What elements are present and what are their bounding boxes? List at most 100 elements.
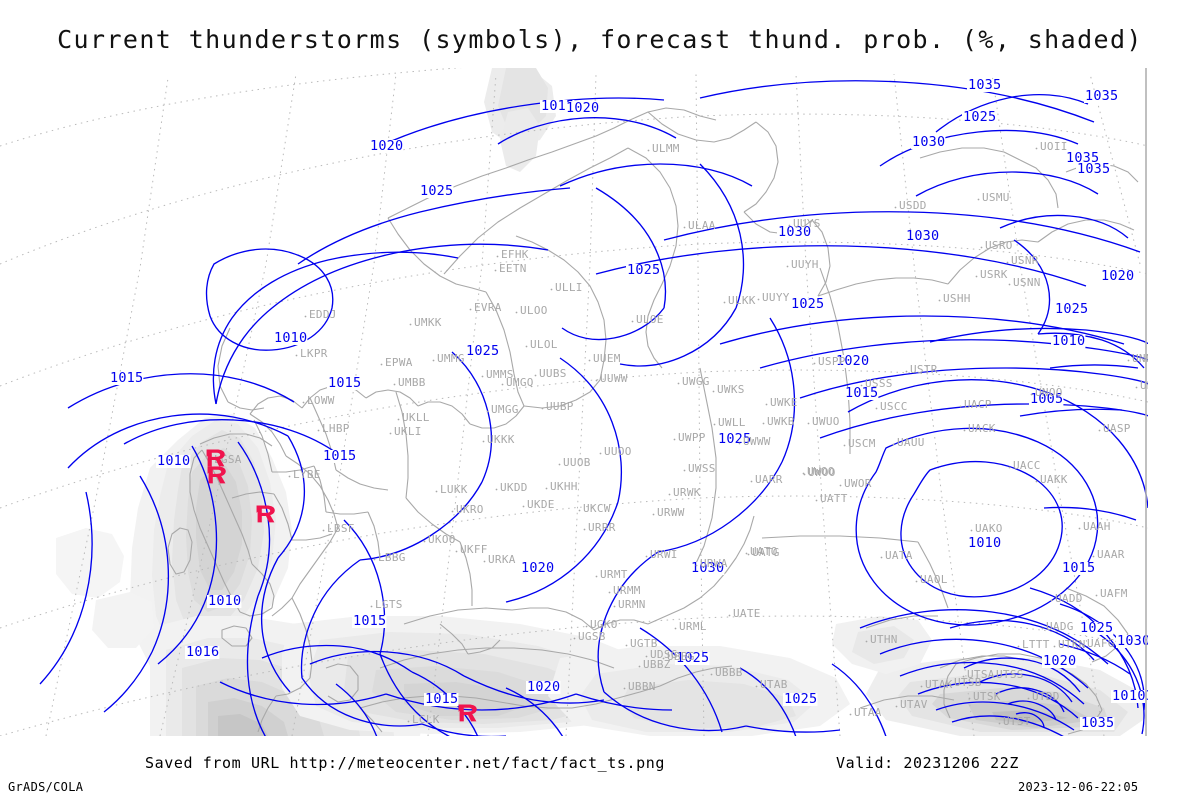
station-id-label: URMT [600, 568, 628, 581]
isobar-label: 1035 [1085, 88, 1118, 104]
isobar-label-bg [565, 102, 600, 115]
station-id-label: UBBB [715, 666, 743, 679]
station-marker-dot [959, 405, 962, 408]
station-id-label: LBBG [378, 551, 406, 564]
map-plot-area[interactable]: 1015 1020 1025 1030 1035 1035 1035 1035 1020 1025… [0, 68, 1200, 740]
station-id-label: UTAB [760, 678, 788, 691]
station-marker-dot [541, 407, 544, 410]
station-marker-dot [397, 418, 400, 421]
weather-map-canvas[interactable]: 1015102010251030103510351035103510201025… [0, 68, 1200, 740]
isobar-label: 1025 [1055, 301, 1088, 317]
station-id-label: UGKO [590, 618, 618, 631]
station-marker-dot [288, 475, 291, 478]
thunderstorm-icon [207, 466, 226, 484]
isobar-label: 1025 [963, 109, 996, 125]
station-marker-dot [1092, 555, 1095, 558]
isobar-label: 1020 [1101, 268, 1134, 284]
station-id-label: URWA [700, 557, 728, 570]
station-id-label: ULAA [688, 219, 716, 232]
isobar-label: 1020 [370, 138, 403, 154]
isobar-label-bg [967, 79, 1002, 92]
station-marker-dot [755, 685, 758, 688]
isobar-label: 1015 [323, 448, 356, 464]
isobar-label-bg [369, 140, 404, 153]
station-id-label: URKA [488, 553, 516, 566]
producer-credit: GrADS/COLA [8, 780, 84, 794]
isobar-label-bg [675, 652, 710, 665]
station-marker-dot [750, 480, 753, 483]
isobar-label-bg [419, 185, 454, 198]
station-marker-dot [843, 444, 846, 447]
station-id-label: UDSG [650, 648, 678, 661]
isobar-label: 1010 [157, 453, 190, 469]
thunderstorm-icon [458, 704, 477, 722]
isobar-label: 1015 [353, 613, 386, 629]
station-id-label: UKFF [460, 543, 488, 556]
station-id-label: UUBP [546, 400, 574, 413]
isobar-label-bg [911, 136, 946, 149]
station-id-label: UAAH [1083, 520, 1111, 533]
station-id-label: USDD [899, 199, 927, 212]
isobar-label-bg [690, 562, 725, 575]
station-id-label: UATG [752, 546, 780, 559]
station-id-label: UGTB [630, 637, 658, 650]
station-id-label: UAKK [1040, 473, 1068, 486]
isobar-label-bg [1116, 635, 1148, 648]
isobar-label: 1025 [420, 183, 453, 199]
station-id-label: EETN [499, 262, 527, 275]
station-marker-dot [481, 375, 484, 378]
station-id-label: UWGG [682, 375, 710, 388]
station-id-label: ULMM [652, 142, 680, 155]
station-marker-dot [304, 315, 307, 318]
station-marker-dot [317, 429, 320, 432]
station-marker-dot [1017, 645, 1020, 648]
station-marker-dot [860, 384, 863, 387]
station-marker-dot [683, 226, 686, 229]
station-id-label: UKCW [583, 502, 611, 515]
station-marker-dot [645, 655, 648, 658]
station-id-label: UAKO [975, 522, 1003, 535]
station-marker-dot [747, 553, 750, 556]
isobar-label: 1025 [627, 262, 660, 278]
station-id-label: UWOO [808, 466, 836, 479]
station-marker-dot [745, 552, 748, 555]
station-marker-dot [1098, 429, 1101, 432]
isobar-label-bg [835, 355, 870, 368]
station-marker-dot [813, 362, 816, 365]
station-marker-dot [915, 580, 918, 583]
isobar-label: 1010 [1052, 333, 1085, 349]
station-id-label: ULOL [530, 338, 558, 351]
isobar-label-bg [1100, 270, 1135, 283]
valid-time-text: Valid: 20231206 22Z [836, 754, 1019, 772]
station-id-label: URMM [613, 584, 641, 597]
station-id-label: UWKS [717, 383, 745, 396]
station-id-label: UNBB [1140, 379, 1168, 392]
station-id-label: UMMG [437, 352, 465, 365]
isobar-label: 1015 [425, 691, 458, 707]
station-marker-dot [975, 275, 978, 278]
station-marker-dot [370, 605, 373, 608]
station-id-label: EVRA [474, 301, 502, 314]
station-marker-dot [1041, 627, 1044, 630]
station-marker-dot [668, 493, 671, 496]
station-id-label: USNN [1013, 276, 1041, 289]
isobar-label: 1025 [676, 650, 709, 666]
station-marker-dot [963, 429, 966, 432]
station-marker-dot [496, 255, 499, 258]
station-marker-dot [432, 359, 435, 362]
station-marker-dot [482, 440, 485, 443]
station-id-label: USMU [982, 191, 1010, 204]
station-marker-dot [1053, 645, 1056, 648]
station-marker-dot [515, 311, 518, 314]
station-marker-dot [673, 438, 676, 441]
station-id-label: UWPP [678, 431, 706, 444]
station-marker-dot [920, 685, 923, 688]
station-marker-dot [980, 246, 983, 249]
station-marker-dot [585, 625, 588, 628]
station-marker-dot [695, 564, 698, 567]
station-marker-dot [525, 345, 528, 348]
station-marker-dot [662, 657, 665, 660]
station-id-label: UATA [885, 549, 913, 562]
station-id-label: URML [679, 620, 707, 633]
isobar-label-bg [1029, 393, 1064, 406]
